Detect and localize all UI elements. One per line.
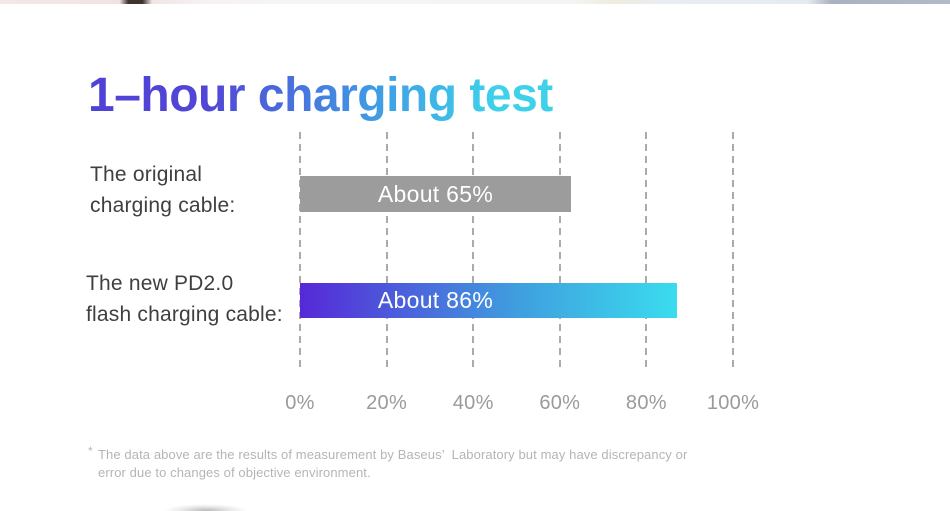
category-label-line: The original — [90, 163, 203, 186]
footnote-asterisk: * — [88, 444, 93, 458]
bar-value-label-box: About 86% — [300, 283, 571, 318]
bar-value-label-box: About 65% — [300, 176, 571, 212]
bar-original-cable: About 65% — [300, 176, 571, 212]
gridline-100pct — [732, 132, 734, 368]
x-axis-tick-label: 100% — [706, 392, 760, 414]
disclaimer-footnote: * The data above are the results of meas… — [88, 444, 798, 482]
page-title: 1–hour charging test — [88, 69, 553, 123]
category-label-pd2-cable: The new PD2.0 flash charging cable: — [86, 268, 283, 330]
category-label-line: charging cable: — [90, 194, 236, 217]
gridline-20pct — [385, 132, 388, 368]
category-label-original-cable: The original charging cable: — [90, 159, 235, 221]
bar-pd2-flash-cable: About 86% — [300, 283, 677, 318]
x-axis-tick-label: 40% — [452, 392, 494, 414]
category-label-line: flash charging cable: — [86, 303, 283, 326]
next-section-edge-shadow — [164, 504, 248, 511]
category-label-line: The new PD2.0 — [86, 272, 234, 295]
gridline-60pct — [558, 132, 561, 368]
footnote-text: The data above are the results of measur… — [98, 447, 688, 480]
x-axis: 0% 20% 40% 60% 80% 100% — [285, 392, 759, 420]
gridline-80pct — [645, 132, 648, 368]
bar-value-label: About 86% — [377, 287, 494, 313]
x-axis-tick-label: 80% — [625, 392, 667, 414]
x-axis-tick-label: 0% — [285, 392, 315, 414]
gridline-0pct — [299, 132, 301, 368]
chart-plot-area: About 65% About 86% — [299, 132, 734, 368]
bar-value-label: About 65% — [377, 180, 494, 207]
x-axis-tick-label: 20% — [366, 392, 408, 414]
x-axis-tick-label: 60% — [539, 392, 581, 414]
gridline-40pct — [472, 132, 475, 368]
previous-section-edge-strip — [0, 0, 950, 4]
